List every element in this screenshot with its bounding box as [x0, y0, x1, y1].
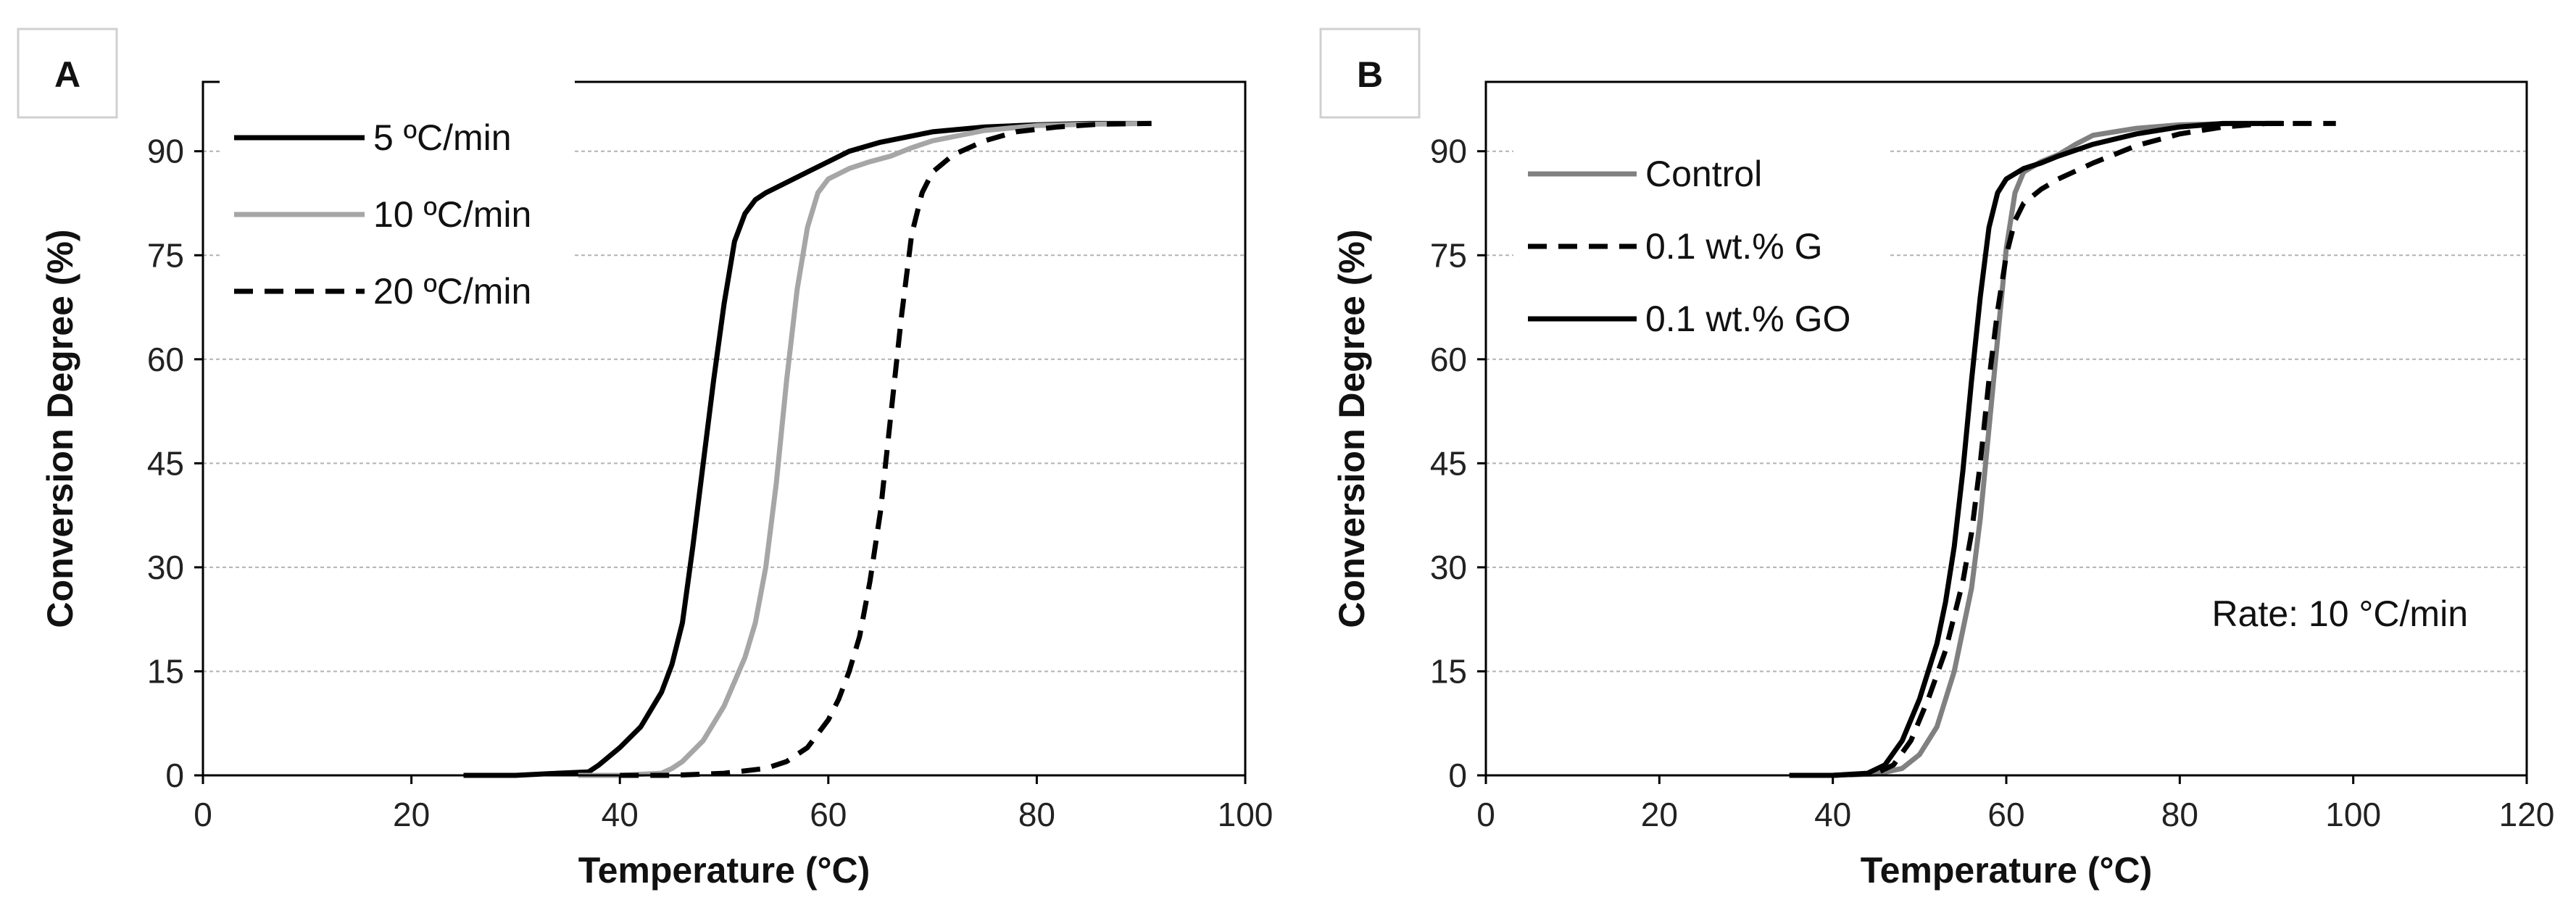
legend-label-2: 0.1 wt.% G: [1645, 226, 1823, 267]
x-tick-label: 20: [393, 796, 430, 833]
y-tick-label: 15: [147, 652, 184, 690]
legend-label-2: 10 ºC/min: [373, 194, 531, 235]
plot-frame: [201, 80, 1247, 777]
series-line-1: [463, 120, 1152, 778]
panel-label: B: [1357, 54, 1383, 95]
y-tick-label: 90: [1430, 133, 1467, 170]
legend-label-1: 5 ºC/min: [373, 117, 512, 158]
x-tick-label: 40: [602, 796, 639, 833]
x-tick-label: 0: [1476, 796, 1495, 833]
panel-label: A: [54, 54, 80, 95]
legend-label-3: 0.1 wt.% GO: [1645, 299, 1850, 339]
y-tick-label: 75: [147, 236, 184, 274]
panel-label-box: [1319, 28, 1421, 119]
x-tick-label: 60: [810, 796, 847, 833]
series-line-3: [620, 120, 1152, 778]
x-axis-title: Temperature (°C): [578, 850, 870, 891]
series-line-2: [1789, 120, 2336, 778]
y-tick-label: 0: [165, 757, 184, 794]
panel-label-box: [17, 28, 118, 119]
y-tick-label: 60: [147, 341, 184, 378]
x-tick-label: 120: [2499, 796, 2555, 833]
y-tick-label: 30: [1430, 549, 1467, 586]
y-tick-label: 15: [1430, 652, 1467, 690]
y-axis-title: Conversion Degree (%): [40, 229, 80, 628]
x-tick-label: 80: [2161, 796, 2198, 833]
x-tick-label: 40: [1814, 796, 1851, 833]
rate-annotation: Rate: 10 °C/min: [2212, 593, 2468, 634]
chart-panel-a: 0 20 40 60 80 100 0 15 30 45 60 75 90 Temperature (°C…: [17, 28, 1274, 891]
x-tick-label: 80: [1018, 796, 1055, 833]
x-axis-title: Temperature (°C): [1861, 850, 2152, 891]
y-tick-label: 45: [147, 444, 184, 482]
y-tick-label: 0: [1448, 757, 1467, 794]
y-axis-title: Conversion Degree (%): [1331, 229, 1372, 628]
legend-label-1: Control: [1645, 154, 1762, 194]
series-line-2: [578, 120, 1152, 778]
x-tick-label: 20: [1641, 796, 1678, 833]
x-tick-label: 100: [1218, 796, 1274, 833]
x-tick-label: 100: [2325, 796, 2381, 833]
legend-box: [1513, 130, 1890, 348]
y-tick-label: 90: [147, 133, 184, 170]
legend-label-3: 20 ºC/min: [373, 271, 531, 312]
x-tick-label: 60: [1987, 796, 2024, 833]
y-tick-label: 75: [1430, 236, 1467, 274]
legend-box: [220, 65, 575, 297]
y-tick-label: 60: [1430, 341, 1467, 378]
y-tick-label: 30: [147, 549, 184, 586]
series-line-3: [1789, 120, 2284, 778]
y-tick-label: 45: [1430, 444, 1467, 482]
chart-panel-b: 0 20 40 60 80 100 120 0 15 30 45 60 75 90 Temperature …: [1319, 28, 2555, 891]
x-tick-label: 0: [194, 796, 212, 833]
